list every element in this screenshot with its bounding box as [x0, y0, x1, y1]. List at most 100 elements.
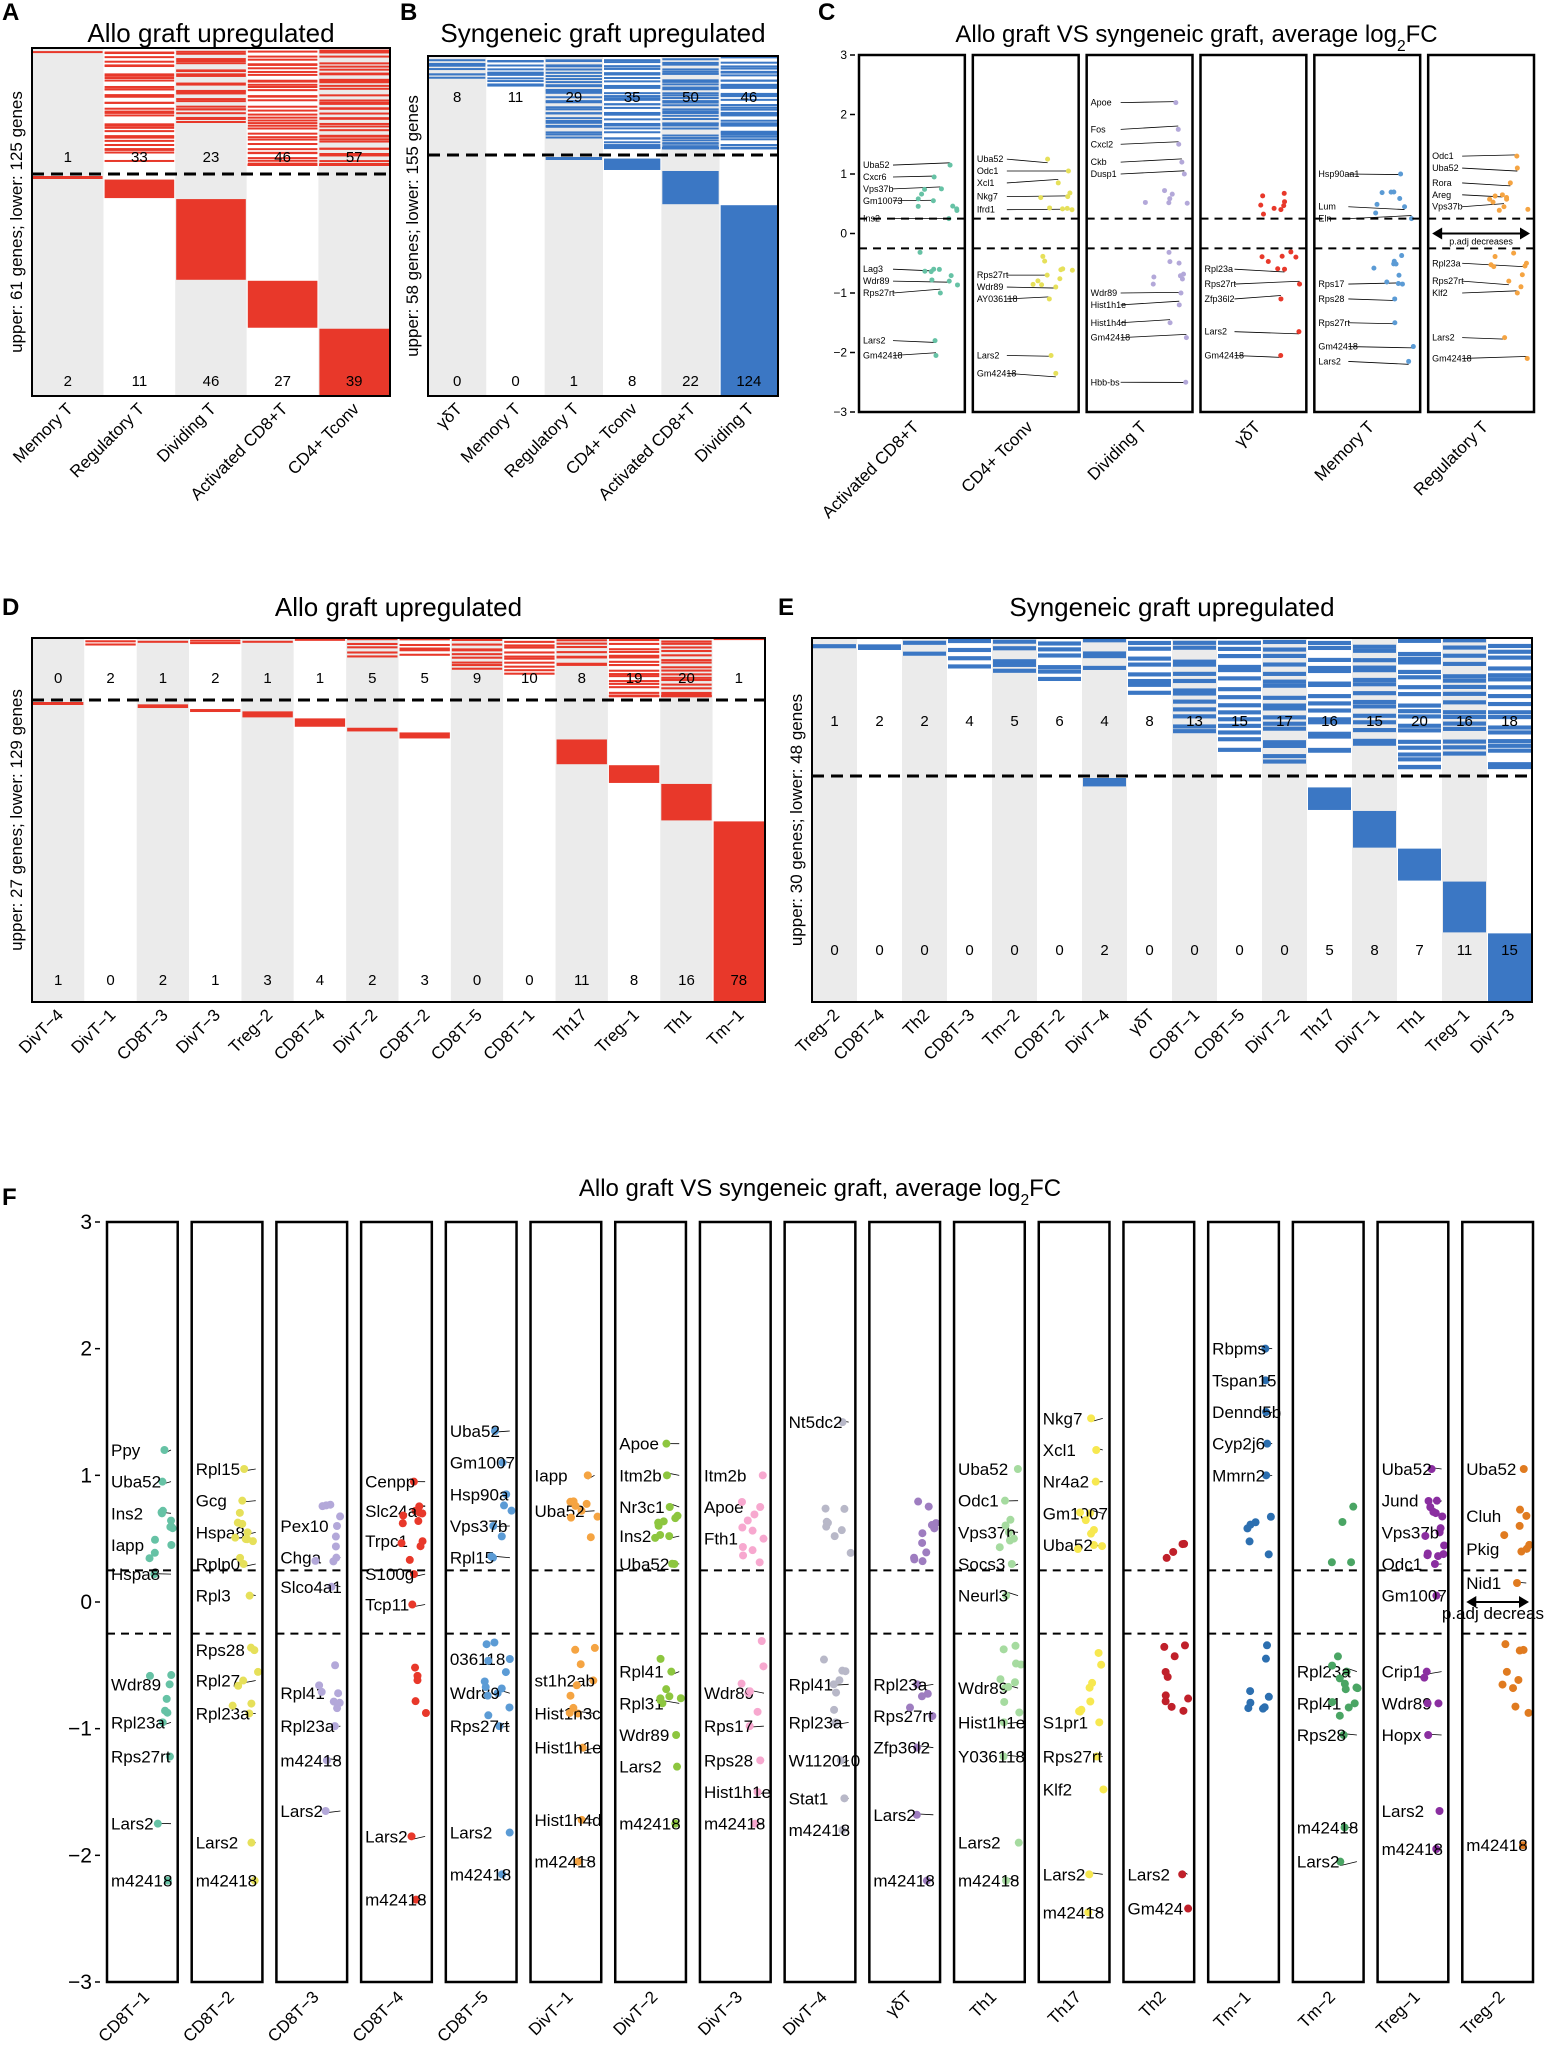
- facet-17: Uba52 Cluh Pkig Nid1 m42418 p.adj decrease: [1442, 1220, 1544, 1984]
- upper-gene-bar: [720, 135, 777, 138]
- upper-gene-bar: [1308, 717, 1351, 722]
- gene-point: [238, 1496, 247, 1505]
- upper-gene-bar: [608, 675, 660, 678]
- gene-point: [1161, 1667, 1170, 1676]
- upper-gene-bar: [720, 124, 777, 127]
- gene-label: Ins2: [111, 1504, 143, 1523]
- gene-point: [1099, 1785, 1108, 1794]
- upper-count-label: 19: [626, 670, 643, 687]
- upper-gene-bar: [1398, 764, 1441, 770]
- gene-label: Lars2: [365, 1827, 408, 1846]
- gene-label: Rora: [1432, 178, 1452, 188]
- gene-point: [999, 1718, 1008, 1727]
- gene-label: Rps28: [1318, 294, 1344, 304]
- upper-gene-bar: [1443, 726, 1486, 731]
- gene-point: [1167, 259, 1173, 265]
- upper-count-label: 1: [735, 670, 743, 687]
- gene-label: m42418: [873, 1872, 934, 1891]
- upper-gene-bar: [993, 646, 1036, 651]
- gene-point: [1432, 1496, 1441, 1505]
- upper-gene-bar: [1263, 653, 1306, 658]
- gene-point: [1398, 171, 1404, 177]
- gene-label: Rps17: [1318, 279, 1344, 289]
- upper-gene-bar: [713, 638, 764, 641]
- upper-gene-bar: [1128, 662, 1171, 667]
- upper-gene-bar: [1353, 738, 1396, 743]
- gene-label: m42418: [196, 1872, 257, 1891]
- gene-point: [930, 1524, 939, 1533]
- gene-point: [1328, 1698, 1337, 1707]
- upper-gene-bar: [604, 124, 661, 127]
- gene-point: [1060, 206, 1066, 212]
- upper-gene-bar: [1083, 638, 1126, 643]
- upper-gene-bar: [1488, 643, 1531, 649]
- upper-gene-bar: [661, 649, 712, 653]
- panel-d-heatmap: Allo graft upregulated01DivT−420DivT−112…: [7, 592, 766, 1064]
- column-band: [812, 638, 857, 1002]
- upper-gene-bar: [1308, 731, 1351, 736]
- x-tick-label: CD4+ Tconv: [284, 399, 363, 478]
- upper-gene-bar: [176, 100, 246, 103]
- column-band: [1442, 638, 1487, 1002]
- facet-3: Pex10 Chga Slco4a1 Rpl41 Rpl23a m42418 Lars2: [275, 1220, 349, 1984]
- lower-gene-block: [1308, 787, 1351, 810]
- gene-point: [1424, 1731, 1433, 1739]
- gene-point: [1439, 1550, 1448, 1559]
- gene-point: [1264, 1692, 1273, 1701]
- upper-gene-bar: [1263, 703, 1306, 708]
- gene-point: [1162, 1553, 1171, 1562]
- upper-gene-bar: [1488, 694, 1531, 699]
- lower-gene-block: [33, 176, 103, 179]
- upper-gene-bar: [104, 73, 175, 76]
- gene-point: [1069, 207, 1075, 213]
- gene-point: [1181, 171, 1187, 177]
- x-tick-label: Th2: [1136, 1987, 1170, 2021]
- upper-gene-bar: [504, 657, 555, 660]
- gene-point: [1064, 205, 1070, 211]
- upper-gene-bar: [1398, 714, 1441, 719]
- upper-gene-bar: [85, 640, 136, 643]
- gene-point: [1282, 199, 1288, 205]
- upper-gene-bar: [319, 102, 389, 105]
- upper-gene-bar: [1128, 646, 1171, 651]
- upper-gene-bar: [720, 132, 777, 135]
- upper-gene-bar: [1263, 754, 1306, 759]
- gene-label: Uba52: [1432, 163, 1459, 173]
- x-tick-label: Dividing T: [153, 399, 220, 466]
- column-band: [241, 638, 294, 1002]
- upper-gene-bar: [545, 88, 602, 91]
- upper-gene-bar: [662, 94, 719, 97]
- upper-gene-bar: [347, 638, 398, 641]
- lower-count-label: 39: [346, 373, 363, 390]
- lower-gene-block: [294, 718, 346, 727]
- upper-gene-bar: [1443, 684, 1486, 689]
- upper-gene-bar: [720, 92, 777, 95]
- gene-point: [161, 1706, 170, 1715]
- gene-point: [954, 206, 960, 212]
- gene-point: [1344, 1703, 1353, 1712]
- gene-point: [1514, 153, 1520, 159]
- label-leader-line: [892, 186, 942, 190]
- upper-gene-bar: [662, 118, 719, 121]
- gene-point: [1098, 1542, 1107, 1551]
- upper-gene-bar: [319, 49, 389, 52]
- label-leader-line: [1006, 195, 1068, 198]
- upper-gene-bar: [504, 644, 555, 647]
- upper-gene-bar: [176, 82, 246, 85]
- gene-point: [502, 1490, 511, 1499]
- upper-gene-bar: [545, 106, 602, 109]
- gene-point: [589, 1676, 598, 1685]
- gene-label: m42418: [789, 1821, 850, 1840]
- gene-label: Gm42418: [863, 350, 903, 360]
- facet-border: [444, 1220, 518, 1984]
- gene-point: [1420, 1673, 1429, 1682]
- gene-label: Gm10073: [863, 196, 903, 206]
- gene-label: Iapp: [535, 1466, 568, 1485]
- panel-letter-e: E: [778, 594, 794, 621]
- gene-label: S100g: [365, 1565, 414, 1584]
- gene-point: [577, 1506, 586, 1515]
- gene-label: Lars2: [111, 1815, 154, 1834]
- gene-point: [398, 1519, 407, 1528]
- gene-point: [1518, 284, 1524, 290]
- upper-gene-bar: [1263, 647, 1306, 652]
